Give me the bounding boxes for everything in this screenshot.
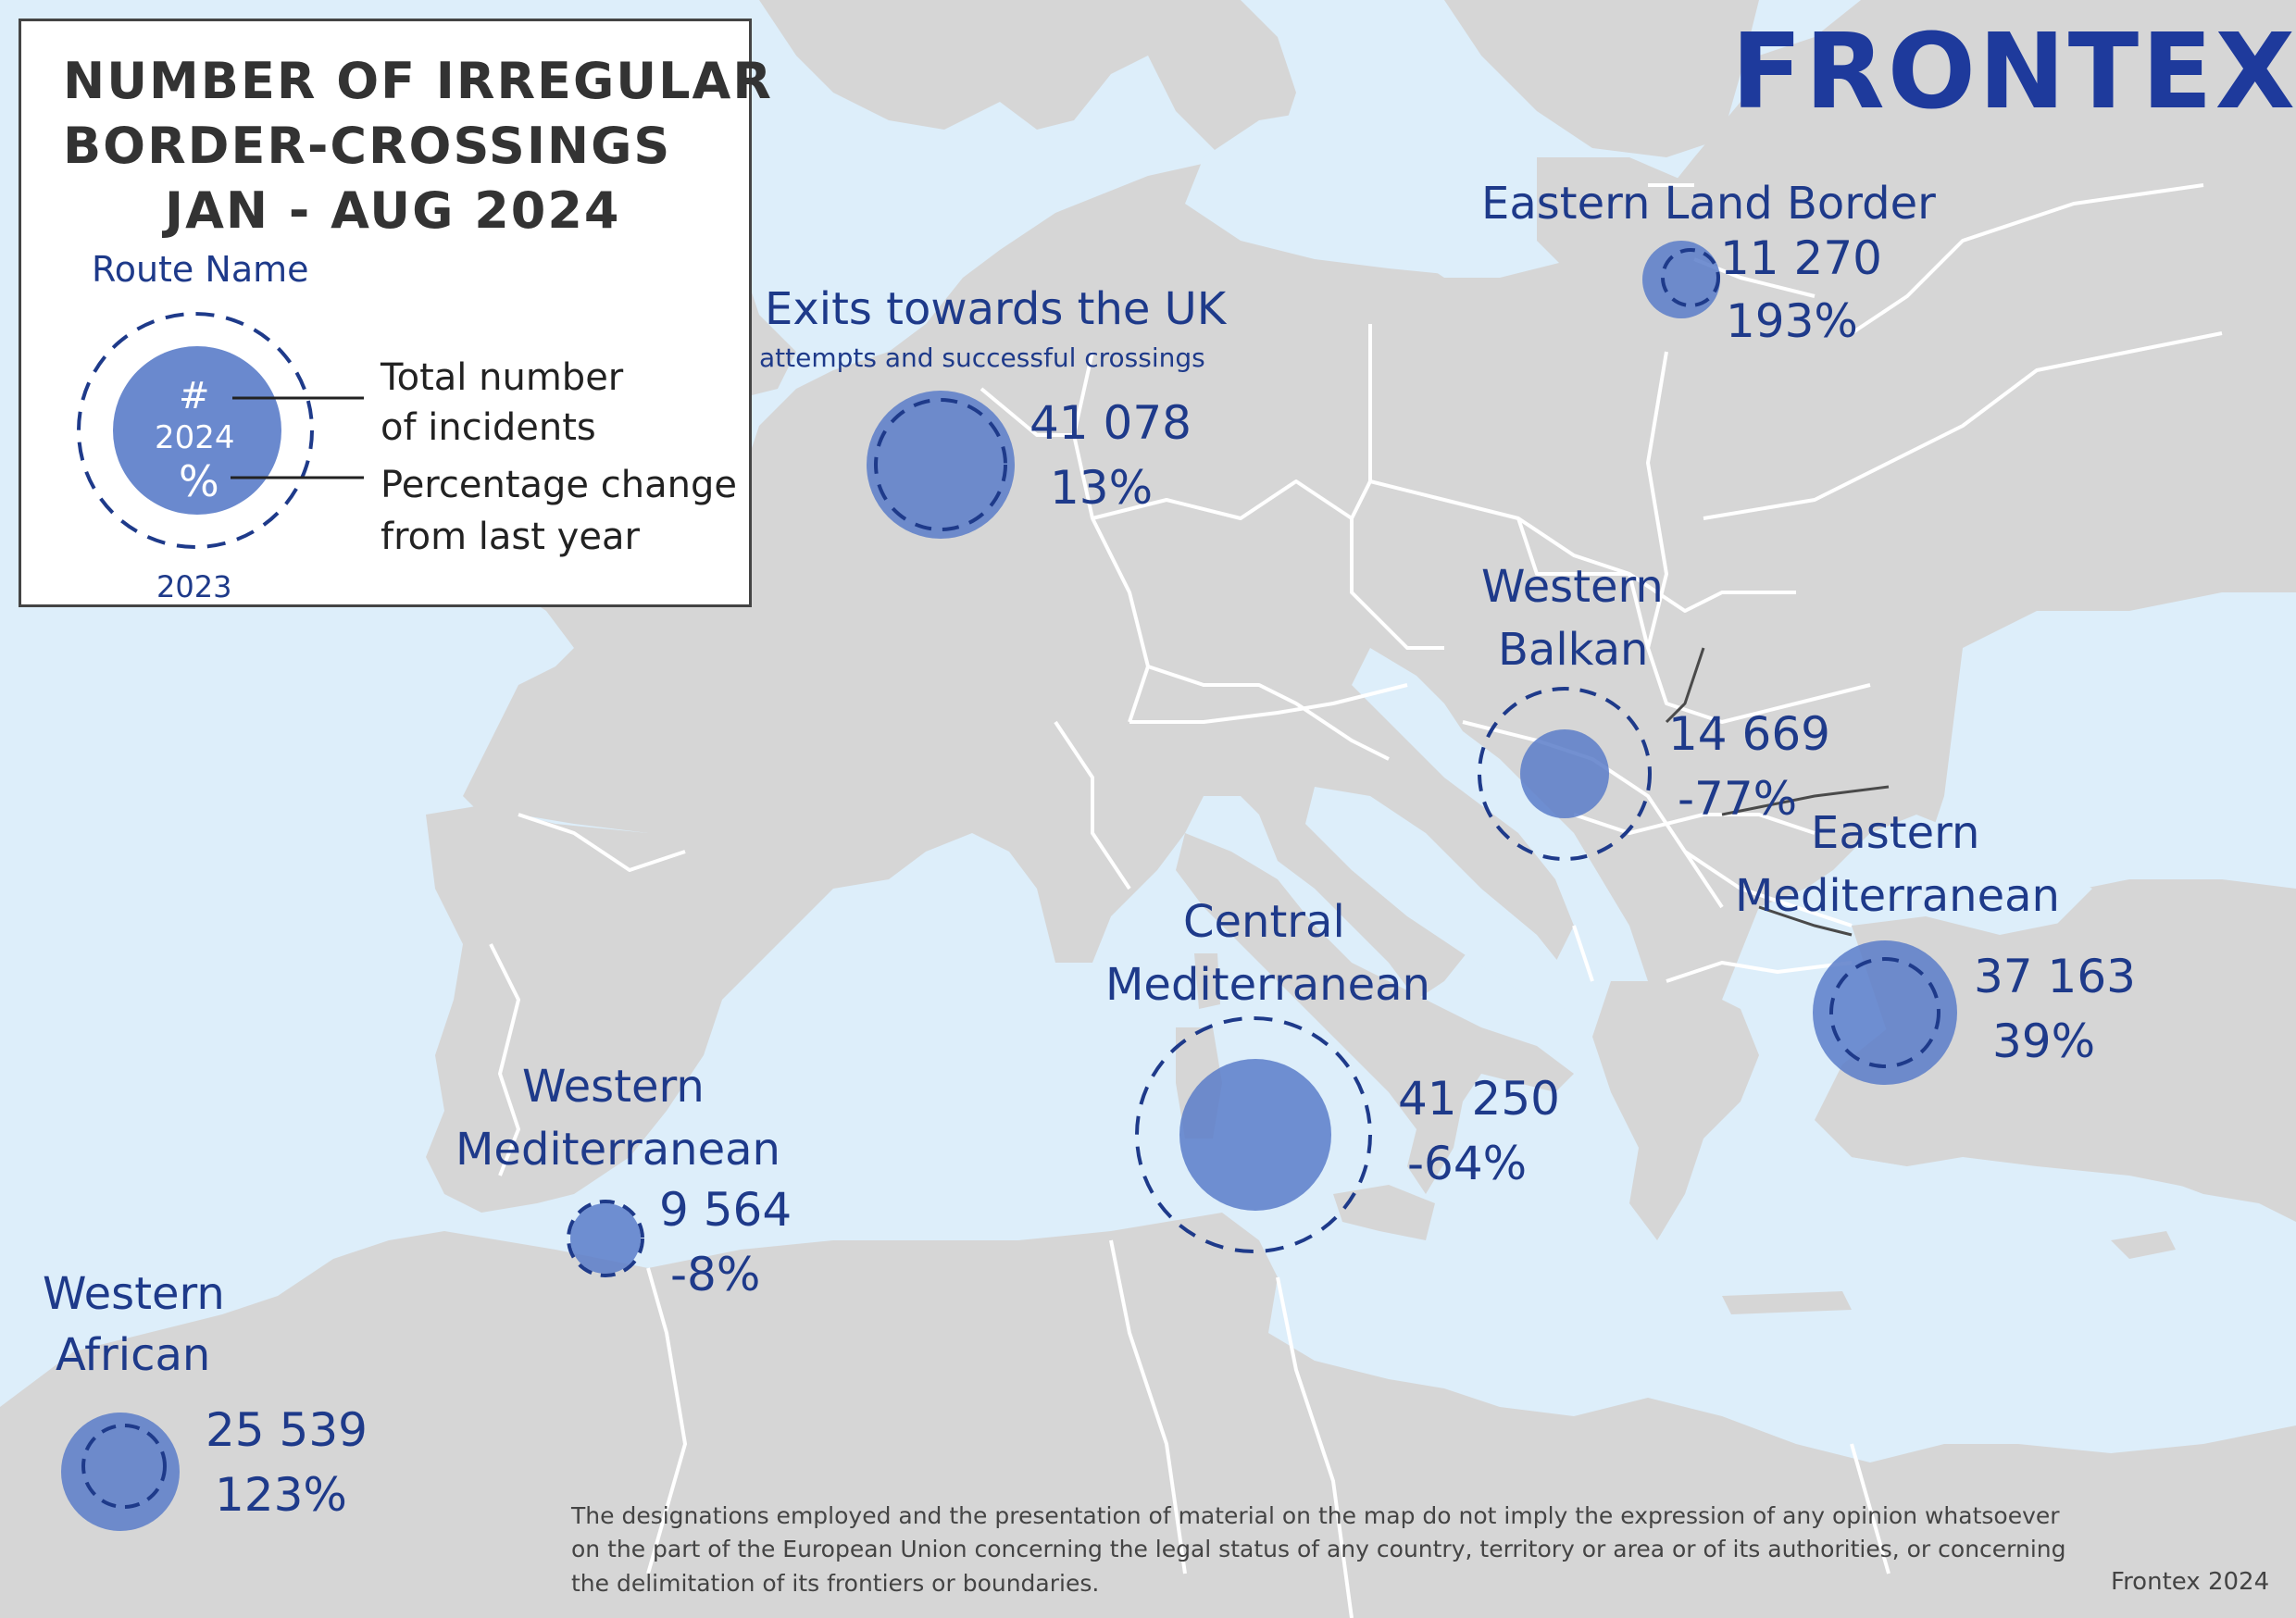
route-change-eastern-land-border: 193% xyxy=(1726,294,1858,348)
bubble-uk-exits xyxy=(867,391,1015,539)
route-name-western-african-1: Western xyxy=(43,1268,225,1320)
land-baltics xyxy=(1537,157,1694,278)
route-change-uk-exits: 13% xyxy=(1050,461,1154,515)
legend-title: NUMBER OF IRREGULAR BORDER-CROSSINGS JAN… xyxy=(63,49,773,244)
route-name-central-med-2: Mediterranean xyxy=(1105,959,1430,1011)
route-subtitle-uk-exits: attempts and successful crossings xyxy=(759,342,1205,373)
land-greece xyxy=(1592,981,1759,1240)
legend-title-line2: BORDER-CROSSINGS xyxy=(63,117,672,176)
route-change-central-med: -64% xyxy=(1407,1137,1528,1190)
route-count-western-balkan: 14 669 xyxy=(1668,707,1830,761)
bubble-eastern-land-border xyxy=(1642,241,1720,318)
route-name-eastern-med-1: Eastern xyxy=(1811,807,1980,859)
route-count-eastern-land-border: 11 270 xyxy=(1720,231,1882,285)
route-count-western-med: 9 564 xyxy=(659,1183,792,1237)
route-name-central-med-1: Central xyxy=(1183,896,1345,948)
legend-title-line1: NUMBER OF IRREGULAR xyxy=(63,52,773,110)
route-name-western-balkan-1: Western xyxy=(1481,561,1664,613)
legend-title-line3: JAN - AUG 2024 xyxy=(165,181,621,241)
non-eu-borders xyxy=(1665,647,1890,937)
route-count-uk-exits: 41 078 xyxy=(1029,396,1192,450)
land-iberia xyxy=(426,805,796,1213)
bubble-western-mediterranean xyxy=(567,1200,644,1277)
land-finland xyxy=(1444,0,1759,157)
land-corsica xyxy=(1194,953,1220,1009)
adriatic-sea xyxy=(1305,787,1574,1009)
frontex-logo: FRONTEX xyxy=(1731,12,2296,132)
land-italy xyxy=(1176,833,1574,1194)
legend-year-current: 2024 xyxy=(155,419,235,456)
legend-pct-line2: from last year xyxy=(381,516,640,558)
legend-total-line1: Total number xyxy=(381,356,624,399)
legend-total-line2: of incidents xyxy=(381,406,596,449)
legend-box: NUMBER OF IRREGULAR BORDER-CROSSINGS JAN… xyxy=(19,19,771,607)
legend-pct-line1: Percentage change xyxy=(381,464,737,506)
legend-route-name: Route Name xyxy=(92,249,309,290)
route-bubbles xyxy=(61,241,1957,1531)
legend-percent: % xyxy=(179,456,219,506)
route-change-western-african: 123% xyxy=(215,1468,347,1522)
legend-hash: # xyxy=(179,375,210,417)
bubble-eastern-mediterranean xyxy=(1813,940,1957,1085)
route-change-western-med: -8% xyxy=(670,1248,761,1301)
route-name-eastern-med-2: Mediterranean xyxy=(1735,870,2060,922)
legend-year-previous: 2023 xyxy=(156,569,232,604)
bubble-central-mediterranean xyxy=(1135,1016,1372,1253)
route-name-eastern-land-border: Eastern Land Border xyxy=(1481,178,1936,230)
route-change-western-balkan: -77% xyxy=(1678,772,1798,826)
credit-text: Frontex 2024 xyxy=(2111,1568,2270,1596)
route-count-eastern-med: 37 163 xyxy=(1974,950,2136,1003)
route-count-central-med: 41 250 xyxy=(1398,1072,1560,1126)
land-north-africa xyxy=(0,1213,2296,1618)
route-name-uk-exits: Exits towards the UK xyxy=(765,283,1227,335)
route-name-western-med-2: Mediterranean xyxy=(455,1124,780,1176)
bubble-western-african xyxy=(61,1413,180,1531)
baltic-sea xyxy=(1185,111,1537,278)
route-name-western-balkan-2: Balkan xyxy=(1498,624,1649,676)
land-crete xyxy=(1722,1291,1852,1314)
route-name-western-african-2: African xyxy=(56,1329,211,1381)
land-turkey xyxy=(1833,889,2296,1203)
route-name-western-med-1: Western xyxy=(522,1061,705,1113)
land-cyprus xyxy=(2111,1231,2176,1259)
country-borders xyxy=(489,183,2223,1618)
land-sicily xyxy=(1333,1185,1435,1240)
legend-symbol xyxy=(77,312,364,549)
bubble-western-balkan xyxy=(1478,687,1652,861)
black-sea xyxy=(1926,592,2296,898)
land-scandinavia xyxy=(759,0,1296,157)
disclaimer-text: The designations employed and the presen… xyxy=(571,1502,2066,1597)
route-change-eastern-med: 39% xyxy=(1992,1014,2096,1068)
route-count-western-african: 25 539 xyxy=(206,1403,368,1457)
land-europe xyxy=(407,0,2296,1222)
